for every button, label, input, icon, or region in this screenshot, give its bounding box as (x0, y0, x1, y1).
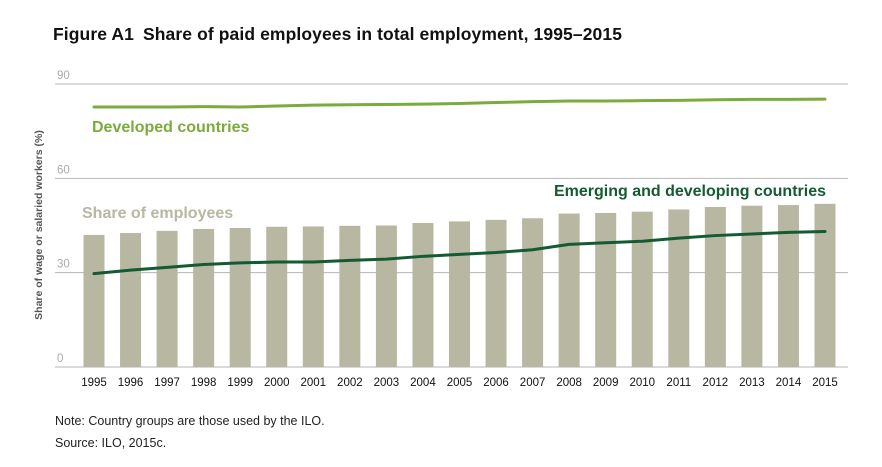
bar-2014 (777, 205, 799, 367)
figure-title: Figure A1 Share of paid employees in tota… (53, 24, 622, 45)
y-tick-label: 90 (57, 70, 70, 82)
line-developed-countries (92, 97, 827, 109)
series-label: Emerging and developing countries (554, 183, 826, 200)
chart-area: 0 30 60 90 Share of wage or salaried workers… (33, 70, 848, 389)
x-tick-label: 2001 (301, 377, 327, 389)
bar-2009 (595, 212, 617, 367)
bar-2006 (485, 219, 507, 367)
x-tick-label: 2014 (776, 377, 802, 389)
x-tick-label: 2004 (410, 377, 436, 389)
figure-label: Figure A1 (53, 24, 134, 44)
bar-2004 (412, 222, 434, 367)
bar-2000 (266, 226, 288, 367)
bar-2005 (449, 221, 470, 367)
bar-2012 (704, 206, 726, 367)
bar-2013 (741, 205, 763, 367)
bar-1997 (156, 230, 178, 367)
x-tick-label: 2002 (337, 377, 363, 389)
figure-note: Note: Country groups are those used by t… (55, 414, 325, 428)
y-tick-label: 60 (57, 164, 70, 176)
x-tick-label: 1996 (118, 377, 144, 389)
x-tick-label: 2007 (520, 377, 546, 389)
bar-2011 (668, 209, 690, 367)
x-tick-label: 2003 (374, 377, 400, 389)
bar-2015 (814, 203, 836, 367)
y-axis-title: Share of wage or salaried workers (%) (33, 130, 45, 320)
bar-2001 (302, 226, 324, 367)
x-tick-label: 2010 (629, 377, 655, 389)
x-tick-label: 2005 (447, 377, 473, 389)
bar-1995 (83, 234, 105, 367)
bar-2003 (375, 225, 397, 367)
figure-source: Source: ILO, 2015c. (55, 436, 167, 450)
bar-2002 (339, 225, 361, 367)
bar-2010 (631, 211, 653, 367)
x-tick-label: 2012 (703, 377, 729, 389)
series-label: Developed countries (92, 119, 249, 136)
x-tick-label: 2000 (264, 377, 290, 389)
bar-1999 (229, 228, 251, 367)
x-tick-label: 2006 (483, 377, 509, 389)
series-label: Share of employees (82, 205, 233, 222)
lines (92, 97, 827, 276)
x-tick-label: 1997 (154, 377, 180, 389)
x-tick-label: 2009 (593, 377, 619, 389)
chart-text: 0 30 60 90 Share of wage or salaried workers… (33, 70, 838, 389)
bar-1998 (193, 228, 215, 367)
x-tick-label: 2015 (812, 377, 838, 389)
x-tick-label: 2008 (556, 377, 582, 389)
figure-title-text: Share of paid employees in total employm… (142, 24, 623, 44)
y-tick-label: 30 (57, 259, 70, 271)
x-tick-label: 2011 (666, 377, 691, 389)
x-tick-label: 1995 (81, 377, 107, 389)
bar-2008 (558, 213, 580, 367)
x-tick-label: 1998 (191, 377, 217, 389)
x-tick-label: 1999 (227, 377, 253, 389)
bars (83, 203, 836, 367)
y-tick-label: 0 (57, 353, 63, 365)
bar-2007 (522, 218, 544, 367)
x-tick-label: 2013 (739, 377, 765, 389)
bar-1996 (120, 233, 142, 367)
